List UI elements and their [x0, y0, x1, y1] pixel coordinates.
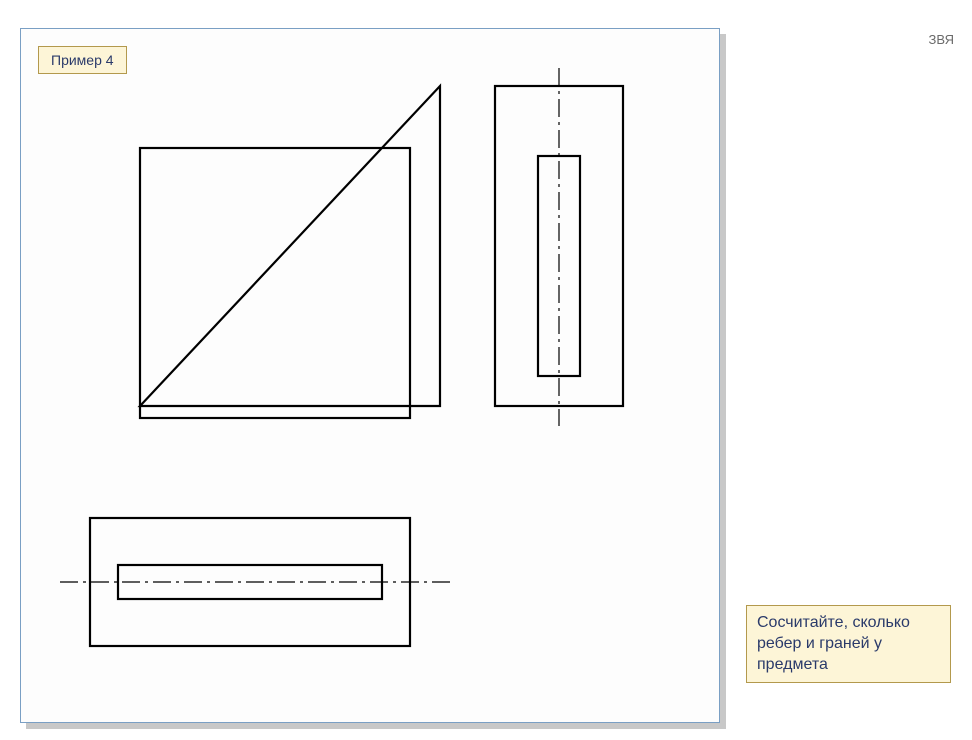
front-view — [140, 86, 440, 418]
side-view — [495, 68, 623, 426]
instruction-box: Сосчитайте, сколько ребер и граней у пре… — [746, 605, 951, 683]
corner-label-text: ЗВЯ — [929, 32, 954, 47]
top-view — [60, 518, 450, 646]
instruction-text: Сосчитайте, сколько ребер и граней у пре… — [757, 614, 910, 673]
technical-drawing — [20, 28, 720, 723]
front-square — [140, 148, 410, 418]
front-triangle — [140, 86, 440, 406]
corner-label: ЗВЯ — [929, 32, 954, 47]
